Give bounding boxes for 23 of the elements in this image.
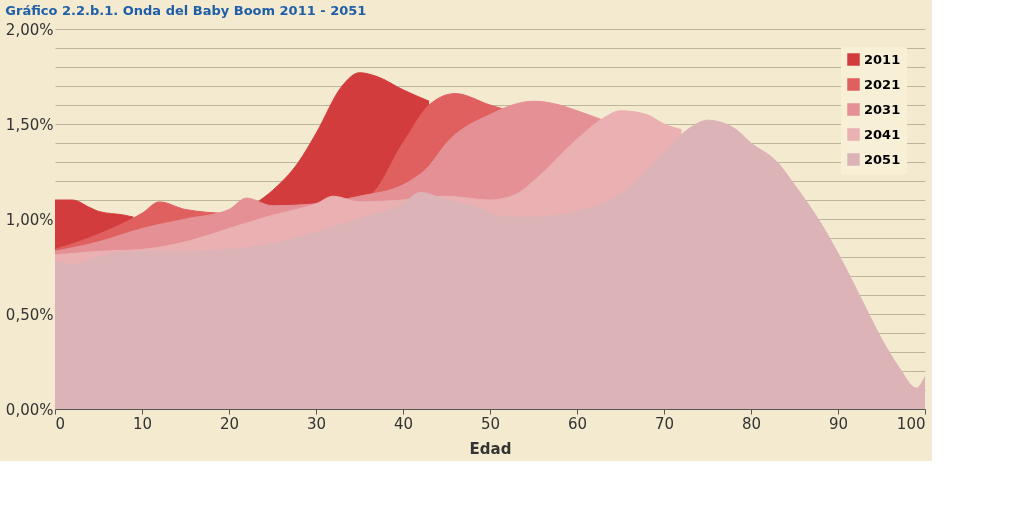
legend-label: 2031 xyxy=(864,101,901,117)
y-tick-label: 1,00% xyxy=(5,210,54,229)
x-tick-label: 30 xyxy=(306,414,327,433)
x-tick-label: 90 xyxy=(828,414,849,433)
legend-label: 2041 xyxy=(864,126,901,142)
y-tick-label: 1,50% xyxy=(5,115,54,134)
x-axis-title: Edad xyxy=(469,439,512,458)
y-tick-label: 0,00% xyxy=(5,400,54,419)
x-tick-label: 70 xyxy=(654,414,675,433)
legend-label: 2021 xyxy=(864,76,901,92)
y-tick-label: 2,00% xyxy=(5,20,54,39)
x-tick-label: 40 xyxy=(393,414,414,433)
x-tick-label: 20 xyxy=(219,414,240,433)
x-tick-label: 100 xyxy=(896,414,926,433)
chart-title: Gráfico 2.2.b.1. Onda del Baby Boom 2011 - 2051 xyxy=(5,3,367,18)
y-tick-label: 0,50% xyxy=(5,305,54,324)
legend-label: 2011 xyxy=(864,51,901,67)
x-tick-label: 80 xyxy=(741,414,762,433)
legend-label: 2051 xyxy=(864,151,901,167)
x-tick-label: 10 xyxy=(132,414,153,433)
x-tick-label: 60 xyxy=(567,414,588,433)
x-tick-label: 50 xyxy=(480,414,501,433)
x-tick-label: 0 xyxy=(55,414,66,433)
